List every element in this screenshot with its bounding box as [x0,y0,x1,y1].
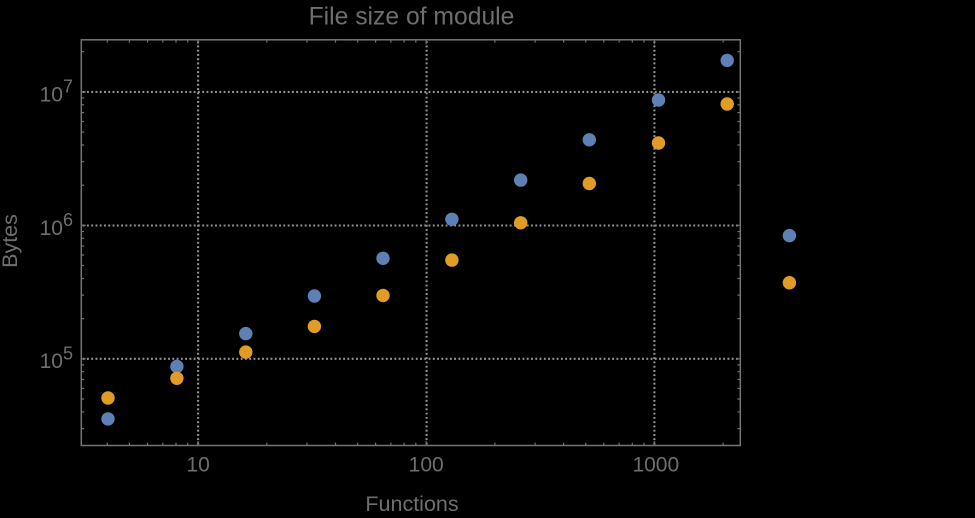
svg-text:100: 100 [409,454,444,477]
svg-text:Bytes: Bytes [0,214,22,268]
svg-text:10: 10 [186,454,209,477]
svg-text:Functions: Functions [365,492,458,513]
svg-text:File size of module: File size of module [309,3,515,30]
svg-text:1000: 1000 [632,454,679,477]
